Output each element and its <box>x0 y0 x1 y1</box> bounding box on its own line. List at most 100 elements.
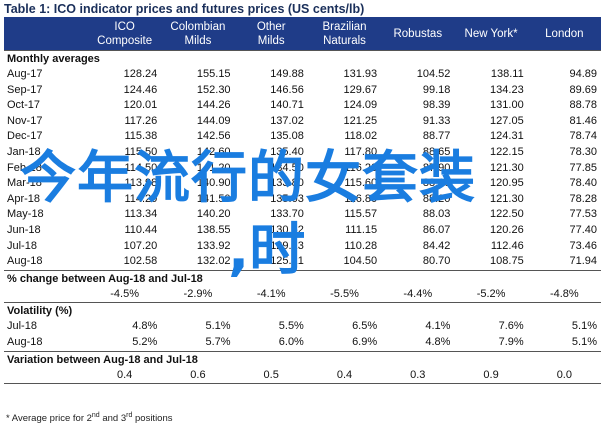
table-cell: -4.1% <box>256 287 286 300</box>
table-row: Jul-18 107.20 133.92 129.13 110.28 84.42 112.4… <box>4 239 601 255</box>
watermark-overlay-line2: ,时 <box>228 218 306 283</box>
table-cell: 6.0% <box>278 335 304 348</box>
table-row: Nov-17 117.26 144.09 137.02 121.25 91.33 127.0… <box>4 114 601 130</box>
table-cell: -4.8% <box>549 287 579 300</box>
table-cell: 88.20 <box>422 192 451 205</box>
table-cell: 98.39 <box>422 99 451 112</box>
row-label: Aug-18 <box>7 335 43 348</box>
table-cell: 134.23 <box>490 83 524 96</box>
table-cell: 104.50 <box>343 255 378 268</box>
header-col-4-line-1: Naturals <box>323 34 366 47</box>
table-cell: 117.80 <box>344 145 378 158</box>
row-label-empty <box>4 368 88 384</box>
table-cell: 78.40 <box>569 177 597 190</box>
table-cell: 5.1% <box>571 320 597 333</box>
table-cell: 4.8% <box>132 320 158 333</box>
table-row: Oct-17 120.01 144.26 140.71 124.09 98.39 131.0… <box>4 98 601 114</box>
price-table: ICO Composite Colombian Milds Other Milds Braz… <box>4 17 601 385</box>
table-cell: 87.90 <box>422 161 451 174</box>
table-cell: 137.02 <box>270 114 304 127</box>
section-monthly-averages: Monthly averages <box>4 50 601 67</box>
header-col-5: Robustas <box>381 17 454 50</box>
row-label: Apr-18 <box>7 192 41 205</box>
table-cell: 141.50 <box>196 192 231 205</box>
table-cell: 140.90 <box>196 177 231 190</box>
table-cell: 77.40 <box>569 223 597 236</box>
table-cell: 0.4 <box>336 368 353 381</box>
table-cell: 4.1% <box>425 320 451 333</box>
table-cell: 115.60 <box>344 177 378 190</box>
table-cell: 135.03 <box>270 192 304 205</box>
footnote-text-1: * Average price for 2 <box>6 413 92 425</box>
table-cell: 81.46 <box>569 114 597 127</box>
header-col-4: Brazilian Naturals <box>308 17 381 50</box>
table-cell: -5.2% <box>476 287 506 300</box>
row-label: Jul-18 <box>7 239 37 252</box>
footnote: * Average price for 2nd and 3rd position… <box>6 412 173 424</box>
table-cell: 6.5% <box>352 320 378 333</box>
row-label: Feb-18 <box>7 161 42 174</box>
row-label: Nov-17 <box>7 114 43 127</box>
table-cell: 128.24 <box>123 68 158 80</box>
table-cell: 124.09 <box>343 99 378 112</box>
header-col-7: London <box>528 17 601 50</box>
monthly-rows: Aug-17 128.24 155.15 149.88 131.93 104.52 138.… <box>4 67 601 270</box>
section-pct-change: % change between Aug-18 and Jul-18 <box>4 269 601 287</box>
footnote-sup-1: nd <box>91 412 100 419</box>
table-cell: 78.30 <box>569 145 597 158</box>
table-cell: 129.13 <box>270 239 304 252</box>
table-cell: 124.46 <box>123 83 158 96</box>
table-cell: 0.6 <box>190 368 206 381</box>
header-col-0 <box>4 17 88 50</box>
table-cell: 115.50 <box>124 145 158 158</box>
table-cell: 7.9% <box>498 335 524 348</box>
header-col-2-line-1: Milds <box>184 34 212 47</box>
watermark-overlay-line1: 今年流行的女套装 <box>20 146 476 211</box>
table-cell: 140.71 <box>270 99 304 112</box>
table-cell: 155.15 <box>196 68 231 80</box>
table-cell: 144.09 <box>196 114 231 127</box>
table-cell: 5.1% <box>571 335 597 348</box>
table-cell: 116.20 <box>344 161 378 174</box>
table-cell: 131.93 <box>343 68 378 80</box>
table-cell: 120.95 <box>490 177 524 190</box>
table-row: Aug-17 128.24 155.15 149.88 131.93 104.52 138.… <box>4 67 601 83</box>
table-cell: -2.9% <box>183 287 213 300</box>
header-col-3: Other Milds <box>235 17 308 50</box>
table-cell: -5.5% <box>330 287 359 300</box>
table-cell: 0.0 <box>556 368 572 381</box>
section-variation: Variation between Aug-18 and Jul-18 <box>4 350 601 368</box>
row-label: Dec-17 <box>7 130 43 143</box>
table-cell: 0.3 <box>410 368 426 381</box>
table-cell: 142.60 <box>196 145 231 158</box>
table-cell: 113.98 <box>124 177 158 190</box>
table-cell: 89.69 <box>569 83 597 96</box>
table-cell: 114.20 <box>124 192 158 205</box>
table-row: Jul-18 4.8% 5.1% 5.5% 6.5% 4.1% 7.6% 5.1% <box>4 319 601 335</box>
table-cell: 122.15 <box>490 145 524 158</box>
table-cell: 135.08 <box>270 130 304 143</box>
table-cell: 6.9% <box>352 335 378 348</box>
table-row: Aug-18 102.58 132.02 125.21 104.50 80.70 108.7… <box>4 254 601 270</box>
table-cell: 133.92 <box>196 239 231 252</box>
table-cell: 114.50 <box>124 161 158 174</box>
table-cell: 107.20 <box>123 239 158 252</box>
row-label: Jan-18 <box>7 145 41 158</box>
table-cell: 127.05 <box>490 114 524 127</box>
header-col-1: ICO Composite <box>88 17 161 50</box>
table-cell: 88.77 <box>422 130 451 143</box>
table-cell: 102.58 <box>123 255 158 268</box>
table-cell: 133.70 <box>270 208 304 221</box>
header-col-3-line-1: Milds <box>257 34 285 47</box>
table-cell: 111.15 <box>345 223 378 236</box>
variation-row: 0.4 0.6 0.5 0.4 0.3 0.9 0.0 <box>4 368 601 384</box>
table-cell: 115.57 <box>344 208 378 221</box>
header-col-6: New York* <box>454 17 527 50</box>
table-cell: 99.18 <box>422 83 451 96</box>
table-cell: 108.75 <box>490 255 524 268</box>
table-cell: 77.53 <box>569 208 597 221</box>
row-label-empty <box>4 287 88 303</box>
table-cell: 144.26 <box>196 99 231 112</box>
table-cell: 118.02 <box>344 130 378 143</box>
table-cell: 73.46 <box>569 239 597 252</box>
